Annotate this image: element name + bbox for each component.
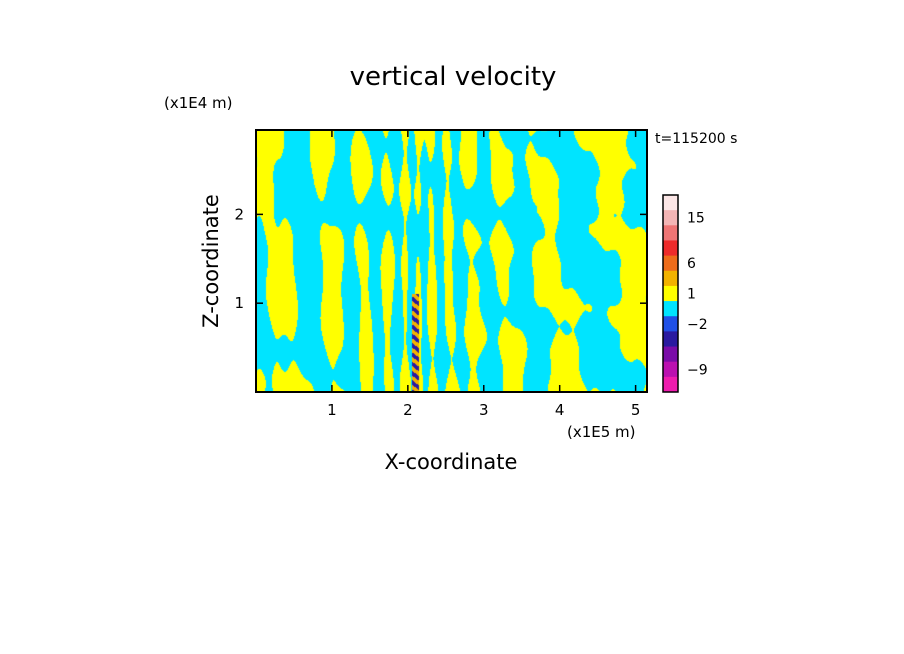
y-tick-label: 1 [234, 294, 244, 312]
x-axis-label: X-coordinate [385, 450, 518, 474]
x-tick-label: 3 [479, 401, 489, 419]
colorbar-band [663, 270, 678, 287]
x-tick-label: 1 [327, 401, 337, 419]
colorbar-band [663, 316, 678, 332]
colorbar-label: 15 [687, 211, 705, 227]
colorbar-band [663, 361, 678, 378]
plot-frame [255, 129, 648, 393]
colorbar-band [663, 285, 678, 302]
y-scale-label: (x1E4 m) [164, 94, 233, 112]
x-tick-label: 4 [555, 401, 565, 419]
colorbar-label: 1 [687, 287, 696, 303]
colorbar-band [663, 331, 678, 348]
y-axis-label: Z-coordinate [199, 194, 223, 328]
colorbar-band [663, 346, 678, 363]
colorbar-frame [662, 194, 679, 393]
colorbar-band [663, 195, 678, 211]
colorbar-label: −2 [687, 317, 708, 333]
chart-title: vertical velocity [350, 62, 557, 92]
colorbar-band [663, 255, 678, 272]
colorbar: 15 6 1 −2 −9 [662, 194, 708, 393]
y-tick-label: 2 [234, 205, 244, 223]
time-label: t=115200 s [655, 131, 737, 147]
y-ticks: 12 [234, 205, 647, 312]
colorbar-band [663, 210, 678, 226]
colorbar-band [663, 376, 678, 393]
x-ticks: 1 2 3 4 5 [327, 130, 640, 419]
x-scale-label: (x1E5 m) [567, 423, 636, 441]
colorbar-label: 6 [687, 256, 696, 272]
x-tick-label: 5 [631, 401, 641, 419]
colorbar-band [663, 240, 678, 257]
x-tick-label: 2 [403, 401, 413, 419]
velocity-field [256, 130, 647, 392]
colorbar-band [663, 225, 678, 241]
colorbar-label: −9 [687, 362, 708, 378]
colorbar-band [663, 301, 678, 317]
